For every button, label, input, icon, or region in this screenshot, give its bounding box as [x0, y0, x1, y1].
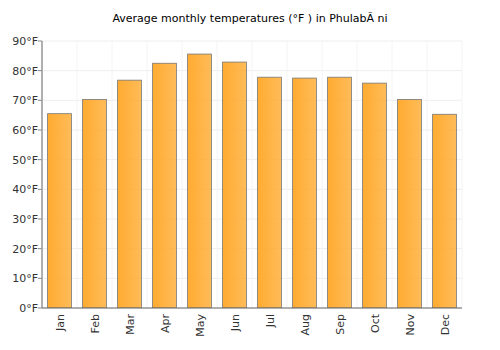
bar: [363, 83, 387, 308]
x-tick-label: Nov: [404, 314, 417, 336]
x-tick-label: May: [194, 314, 207, 337]
y-tick-label: 70°F: [12, 94, 38, 107]
grid-line-vertical: [392, 41, 393, 308]
x-tick-label: Sep: [334, 314, 347, 335]
grid-line-vertical: [427, 41, 428, 308]
chart-svg: Average monthly temperatures (°F ) in Ph…: [0, 0, 500, 350]
grid-line: [42, 308, 462, 309]
grid-line-vertical: [42, 41, 43, 308]
y-tick-label: 80°F: [12, 65, 38, 78]
x-tick-label: Aug: [299, 314, 312, 335]
bar: [83, 99, 107, 308]
y-tick-label: 50°F: [12, 154, 38, 167]
y-tick-label: 40°F: [12, 183, 38, 196]
y-tick-label: 90°F: [12, 35, 38, 48]
grid-line-vertical: [357, 41, 358, 308]
grid-line-vertical: [462, 41, 463, 308]
bar: [188, 54, 212, 308]
bar: [398, 99, 422, 308]
bar: [118, 80, 142, 308]
x-axis: [42, 308, 462, 309]
y-tick: [38, 308, 42, 309]
y-tick-label: 60°F: [12, 124, 38, 137]
x-tick-label: Oct: [369, 313, 382, 333]
bar: [258, 77, 282, 308]
grid-line-vertical: [182, 41, 183, 308]
grid-line-vertical: [287, 41, 288, 308]
x-tick-label: Mar: [124, 314, 137, 335]
bar: [433, 114, 457, 308]
title: Average monthly temperatures (°F ) in Ph…: [112, 12, 387, 25]
y-tick-label: 0°F: [19, 302, 38, 315]
chart-container: Average monthly temperatures (°F ) in Ph…: [0, 0, 500, 350]
grid-line-vertical: [252, 41, 253, 308]
y-tick: [38, 278, 42, 279]
grid-line-vertical: [147, 41, 148, 308]
x-tick-label: Apr: [159, 314, 172, 334]
bar: [293, 78, 317, 308]
y-tick: [38, 248, 42, 249]
grid-line-vertical: [77, 41, 78, 308]
grid-line-vertical: [322, 41, 323, 308]
grid-line-vertical: [112, 41, 113, 308]
y-tick: [38, 189, 42, 190]
x-tick-label: Jan: [54, 314, 67, 332]
y-axis: [42, 41, 43, 308]
y-tick: [38, 219, 42, 220]
x-tick-label: Jun: [229, 314, 242, 332]
bar: [223, 62, 247, 308]
y-tick: [38, 100, 42, 101]
y-tick: [38, 70, 42, 71]
grid-line-vertical: [217, 41, 218, 308]
y-tick-label: 10°F: [12, 272, 38, 285]
x-tick-label: Dec: [439, 314, 452, 335]
x-tick-label: Jul: [264, 314, 277, 328]
y-tick-label: 30°F: [12, 213, 38, 226]
y-tick: [38, 159, 42, 160]
x-tick-label: Feb: [89, 314, 102, 333]
bar: [153, 63, 177, 308]
y-tick: [38, 130, 42, 131]
y-tick-label: 20°F: [12, 243, 38, 256]
bar: [328, 77, 352, 308]
y-tick: [38, 41, 42, 42]
bar: [48, 114, 72, 308]
bars: [48, 54, 457, 308]
